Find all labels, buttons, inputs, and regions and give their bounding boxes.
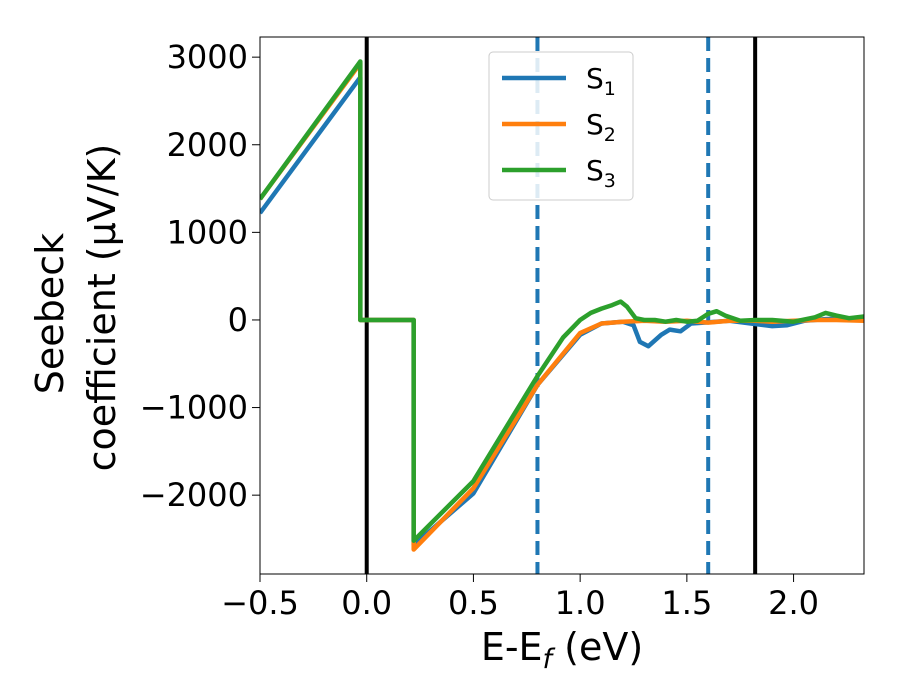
- y-tick-label: −1000: [140, 389, 248, 427]
- plot-frame: [259, 36, 865, 575]
- x-axis-label: E-Ef (eV): [481, 625, 643, 675]
- series-line-s3: [260, 59, 864, 543]
- x-tick-label: 0.0: [341, 584, 392, 622]
- y-tick-label: 1000: [167, 213, 248, 251]
- y-axis-label-line2: coefficient (μV/K): [80, 144, 124, 472]
- x-tick-label: 1.5: [661, 584, 712, 622]
- y-tick-label: 0: [228, 301, 248, 339]
- x-tick-label: 0.5: [448, 584, 499, 622]
- x-tick-label: 2.0: [768, 584, 819, 622]
- legend: S1 S2 S3: [488, 51, 634, 201]
- y-tick-label: 2000: [167, 126, 248, 164]
- legend-label-s3: S3: [586, 154, 616, 192]
- legend-label-s1: S1: [586, 62, 616, 100]
- y-axis-label: Seebeck coefficient (μV/K): [28, 144, 124, 472]
- y-tick-label: 3000: [167, 38, 248, 76]
- y-axis-label-line1: Seebeck: [28, 233, 72, 394]
- y-tick-label: −2000: [140, 476, 248, 514]
- x-tick-label: −0.5: [221, 584, 299, 622]
- x-tick-label: 1.0: [555, 584, 606, 622]
- legend-label-s2: S2: [586, 108, 616, 146]
